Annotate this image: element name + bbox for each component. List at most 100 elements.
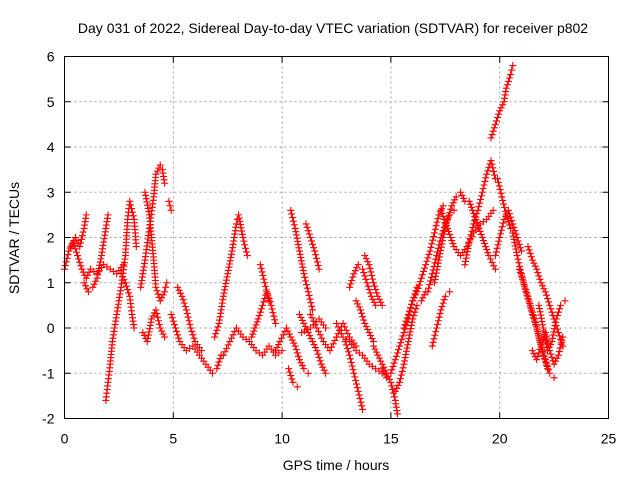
data-point <box>322 369 330 377</box>
data-point <box>375 354 383 362</box>
data-point <box>76 243 84 251</box>
data-point <box>527 253 535 261</box>
data-point <box>477 195 485 203</box>
data-point <box>294 241 302 249</box>
data-point <box>119 273 127 281</box>
data-point <box>94 268 102 276</box>
data-point <box>553 354 561 362</box>
data-point <box>360 316 368 324</box>
data-point <box>441 218 449 226</box>
data-point <box>300 365 308 373</box>
data-point <box>395 345 403 353</box>
data-point <box>514 255 522 263</box>
data-point <box>475 203 483 211</box>
data-point <box>463 251 471 259</box>
data-point <box>431 225 439 233</box>
data-point <box>290 339 298 347</box>
data-point <box>448 237 456 245</box>
data-point <box>497 104 505 112</box>
data-point <box>185 317 193 325</box>
data-point <box>519 275 527 283</box>
data-point <box>524 243 532 251</box>
data-point <box>482 243 490 251</box>
data-point <box>478 188 486 196</box>
data-point <box>432 269 440 277</box>
data-point <box>505 221 513 229</box>
data-point <box>472 215 480 223</box>
data-point <box>556 344 564 352</box>
data-point <box>183 310 191 318</box>
data-point <box>378 301 386 309</box>
data-point <box>313 324 321 332</box>
data-point <box>307 237 315 245</box>
data-point <box>488 160 496 168</box>
data-point <box>312 251 320 259</box>
data-point <box>362 275 370 283</box>
data-point <box>219 292 227 300</box>
data-point <box>188 327 196 335</box>
data-point <box>97 255 105 263</box>
data-point <box>375 295 383 303</box>
data-point <box>356 395 364 403</box>
data-point <box>351 267 359 275</box>
data-point <box>358 309 366 317</box>
data-point <box>522 286 530 294</box>
data-point <box>310 317 318 325</box>
data-point <box>240 237 248 245</box>
data-point <box>399 332 407 340</box>
data-point <box>319 363 327 371</box>
data-point <box>509 62 517 70</box>
data-point <box>544 339 552 347</box>
data-point <box>437 306 445 314</box>
data-point <box>436 250 444 258</box>
data-point <box>440 230 448 238</box>
data-point <box>484 249 492 257</box>
data-point <box>427 243 435 251</box>
data-point <box>387 378 395 386</box>
data-point <box>144 331 152 339</box>
data-point <box>365 329 373 337</box>
data-point <box>525 296 533 304</box>
data-point <box>492 248 500 256</box>
data-point <box>465 197 473 205</box>
data-point <box>493 244 501 252</box>
data-point <box>401 321 409 329</box>
data-point <box>471 212 479 220</box>
data-point <box>278 334 286 342</box>
data-point <box>362 255 370 263</box>
data-point <box>163 279 171 287</box>
data-point <box>235 211 243 219</box>
data-point <box>539 321 547 329</box>
data-point <box>222 279 230 287</box>
data-point <box>517 247 525 255</box>
data-point <box>328 343 336 351</box>
data-point <box>507 213 515 221</box>
data-point <box>543 336 551 344</box>
data-point <box>213 365 221 373</box>
data-point <box>82 282 90 290</box>
data-point <box>298 329 306 337</box>
data-point <box>301 273 309 281</box>
data-point <box>237 224 245 232</box>
data-point <box>435 211 443 219</box>
data-point <box>433 266 441 274</box>
data-point <box>79 228 87 236</box>
data-point <box>143 201 151 209</box>
data-point <box>167 206 175 214</box>
data-point <box>297 359 305 367</box>
data-point <box>361 272 369 280</box>
data-point <box>169 317 177 325</box>
data-point <box>494 114 502 122</box>
data-point <box>552 318 560 326</box>
data-point <box>104 211 112 219</box>
data-point <box>257 305 265 313</box>
data-point <box>262 282 270 290</box>
data-point <box>513 252 521 260</box>
data-point <box>390 359 398 367</box>
data-point <box>480 181 488 189</box>
data-point <box>403 314 411 322</box>
data-point <box>153 167 161 175</box>
data-point <box>346 283 354 291</box>
data-point <box>96 258 104 266</box>
data-point <box>452 193 460 201</box>
